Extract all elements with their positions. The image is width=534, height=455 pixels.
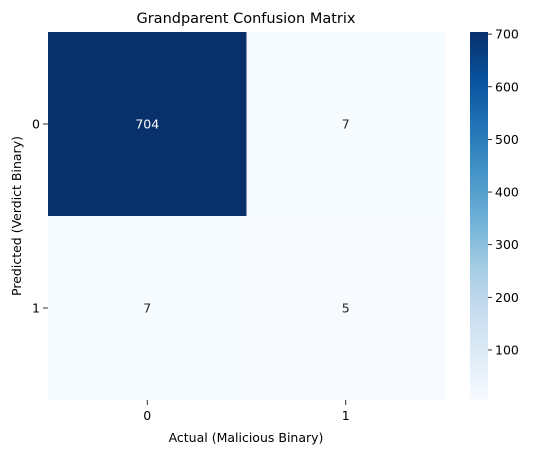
heatmap-cell-0-1 bbox=[246, 32, 446, 217]
heatmap-cell-label-0-0: 704 bbox=[135, 117, 159, 132]
heatmap-cell-1-0 bbox=[48, 216, 247, 401]
colorbar-ticks: 100 200 300 400 500 600 700 bbox=[488, 27, 519, 357]
colorbar-tick-label-1: 200 bbox=[495, 290, 519, 305]
colorbar-tick-label-3: 400 bbox=[495, 185, 519, 200]
colorbar-tick-label-2: 300 bbox=[495, 237, 519, 252]
colorbar-tick-label-5: 600 bbox=[495, 79, 519, 94]
y-tick-label-0: 0 bbox=[32, 117, 40, 132]
heatmap-cell-label-1-1: 5 bbox=[342, 301, 350, 316]
heatmap-cells bbox=[48, 32, 446, 401]
colorbar bbox=[470, 32, 488, 400]
colorbar-tick-label-6: 700 bbox=[495, 27, 519, 42]
x-axis-label: Actual (Malicious Binary) bbox=[169, 430, 324, 445]
heatmap-cell-label-0-1: 7 bbox=[342, 117, 350, 132]
heatmap-cell-label-1-0: 7 bbox=[143, 301, 151, 316]
y-tick-label-1: 1 bbox=[32, 301, 40, 316]
y-axis-label: Predicted (Verdict Binary) bbox=[9, 136, 24, 296]
colorbar-tick-label-0: 100 bbox=[495, 342, 519, 357]
heatmap-cell-0-0 bbox=[48, 32, 247, 217]
colorbar-tick-label-4: 500 bbox=[495, 132, 519, 147]
y-axis-ticks: 01 bbox=[32, 117, 48, 316]
heatmap-cell-1-1 bbox=[246, 216, 446, 401]
heatmap-cell-labels: 704 7 7 5 bbox=[135, 117, 349, 316]
x-tick-label-0: 0 bbox=[143, 408, 151, 423]
x-tick-label-1: 1 bbox=[342, 408, 350, 423]
chart-title: Grandparent Confusion Matrix bbox=[136, 11, 355, 27]
